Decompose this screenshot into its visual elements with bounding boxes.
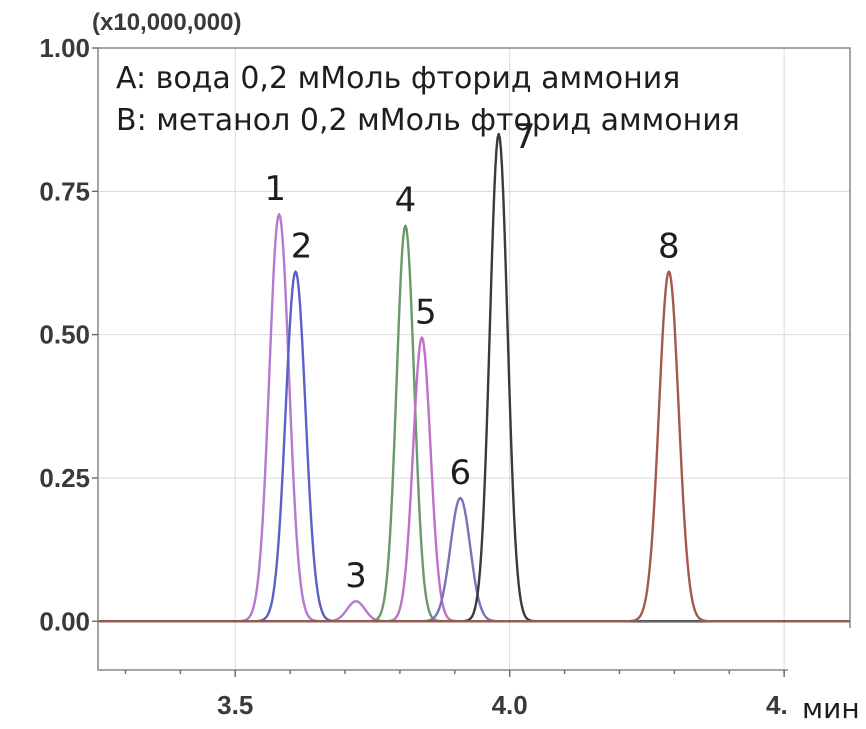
axes-layer — [92, 47, 851, 677]
y-tick-label: 0.00 — [39, 606, 90, 636]
peak-label-4: 4 — [395, 181, 417, 221]
x-tick-label: 4.0 — [492, 690, 528, 720]
peak-label-3: 3 — [345, 556, 367, 596]
labels-layer: (x10,000,000) A: вода 0,2 мМоль фторид а… — [39, 9, 866, 729]
y-multiplier-label: (x10,000,000) — [92, 9, 241, 36]
y-tick-label: 1.00 — [39, 33, 90, 63]
legend-line-a: A: вода 0,2 мМоль фторид аммония — [116, 61, 680, 96]
peak-label-7: 7 — [514, 117, 536, 157]
x-tick-label: 3.5 — [217, 690, 253, 720]
corner-patch — [788, 628, 866, 729]
trace-peak-1 — [97, 212, 851, 623]
peak-label-8: 8 — [658, 227, 680, 267]
y-tick-label: 0.75 — [39, 176, 90, 206]
trace-peak-4 — [97, 224, 851, 623]
trace-peak-6 — [97, 496, 851, 623]
traces-layer — [97, 132, 851, 623]
trace-peak-7 — [97, 132, 851, 623]
legend-line-b: B: метанол 0,2 мМоль фторид аммония — [116, 103, 740, 138]
plot-frame — [97, 47, 851, 671]
peak-label-2: 2 — [291, 227, 313, 267]
peak-label-1: 1 — [264, 169, 286, 209]
peak-label-6: 6 — [449, 453, 471, 493]
y-tick-label: 0.50 — [39, 320, 90, 350]
y-tick-label: 0.25 — [39, 463, 90, 493]
peak-label-5: 5 — [415, 293, 437, 333]
x-axis-unit-label: мин — [802, 692, 860, 725]
